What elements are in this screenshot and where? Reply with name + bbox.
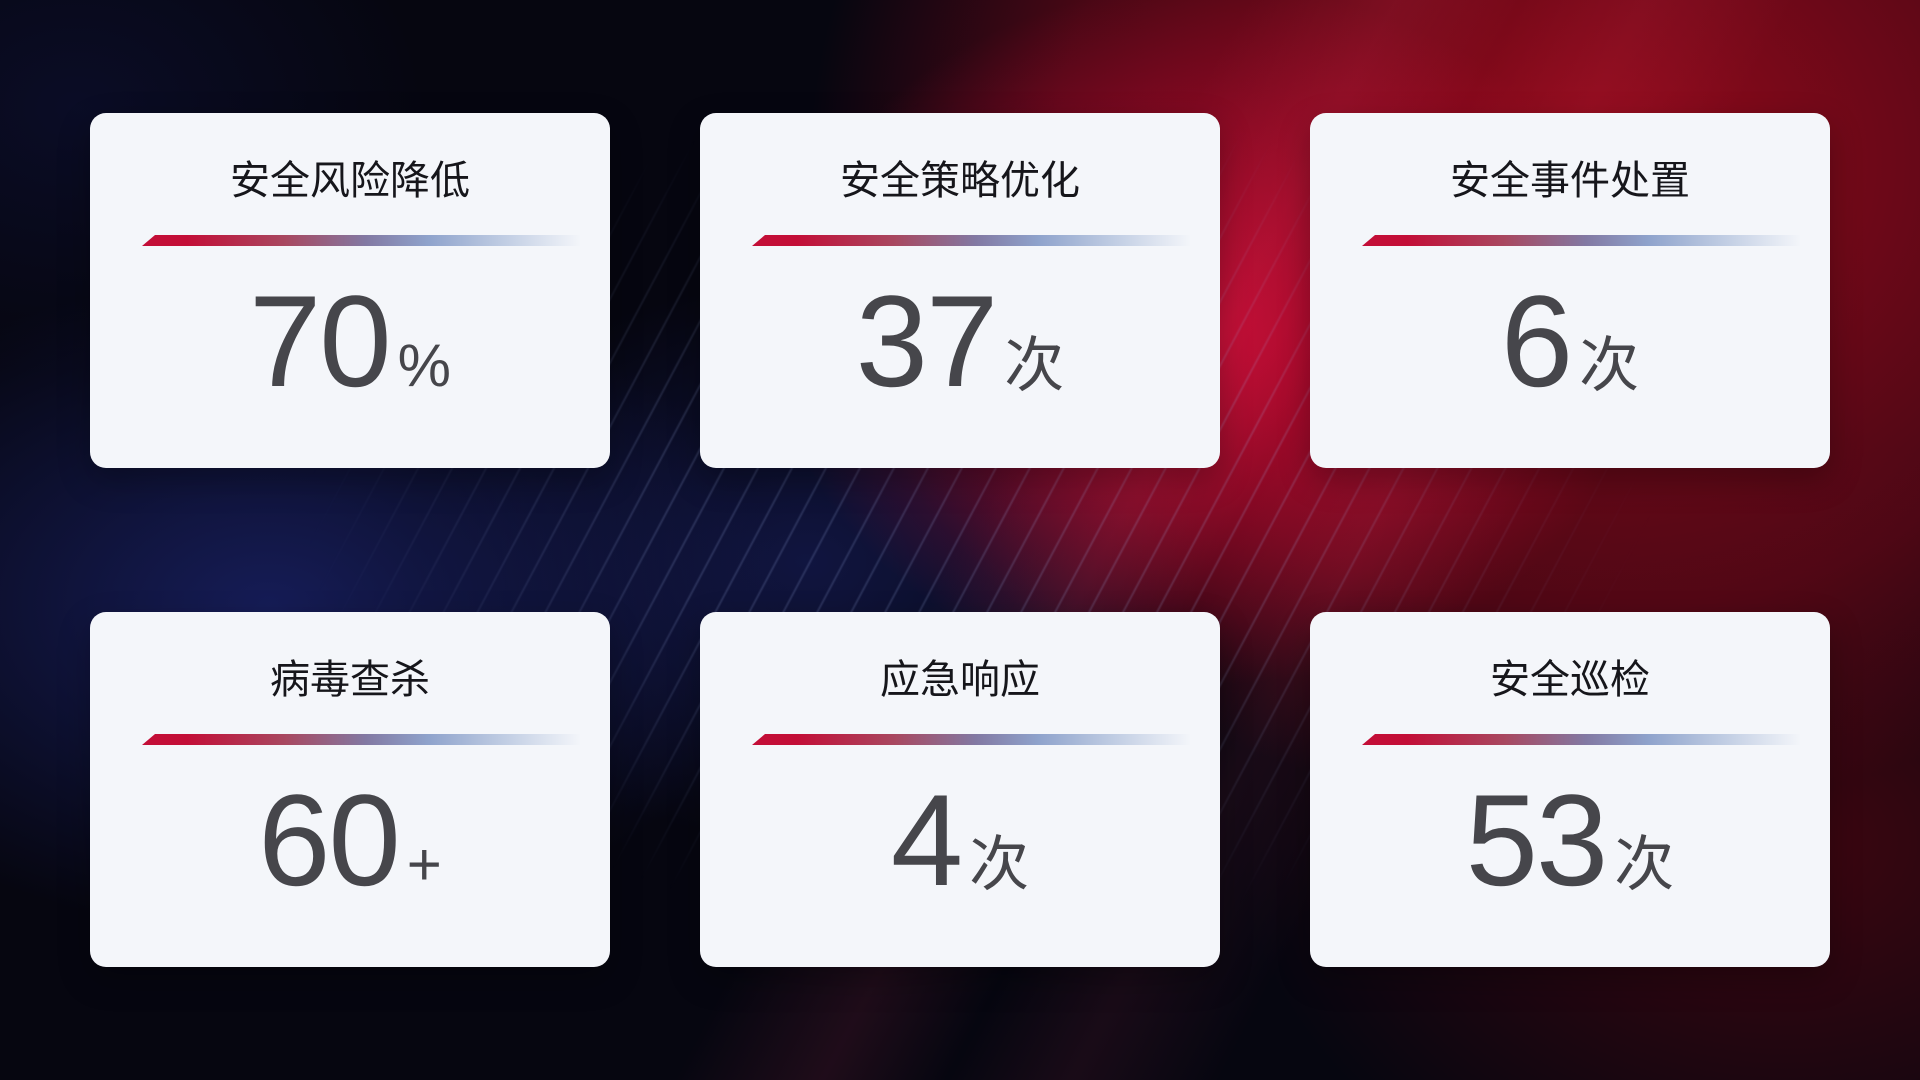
- stat-card-title: 安全巡检: [1490, 658, 1650, 702]
- gradient-divider: [142, 235, 590, 246]
- stat-unit: 次: [969, 831, 1030, 898]
- stat-card-emergency-response: 应急响应 4 次: [700, 612, 1220, 967]
- stat-card-risk-reduction: 安全风险降低 70 %: [90, 113, 610, 468]
- stat-value-row: 60 +: [90, 759, 610, 922]
- stat-value: 70: [249, 268, 392, 414]
- stat-value: 6: [1500, 268, 1573, 414]
- stat-unit: 次: [1579, 332, 1640, 399]
- stat-card-title: 安全风险降低: [230, 159, 470, 203]
- stat-value-row: 37 次: [700, 260, 1220, 423]
- stat-value: 53: [1465, 767, 1609, 913]
- stat-value-row: 4 次: [700, 759, 1220, 922]
- stat-card-title: 安全策略优化: [840, 159, 1080, 203]
- stat-value-row: 6 次: [1310, 260, 1830, 423]
- stat-unit: %: [397, 332, 451, 399]
- gradient-divider: [1362, 734, 1810, 745]
- stat-value: 4: [890, 767, 963, 913]
- stat-unit: +: [406, 831, 442, 898]
- stat-value: 37: [855, 268, 999, 414]
- gradient-divider: [752, 734, 1200, 745]
- stat-card-title: 安全事件处置: [1450, 159, 1690, 203]
- stat-value: 60: [258, 767, 401, 913]
- stat-card-incident-handling: 安全事件处置 6 次: [1310, 113, 1830, 468]
- gradient-divider: [142, 734, 590, 745]
- stat-card-title: 病毒查杀: [270, 658, 430, 702]
- gradient-divider: [752, 235, 1200, 246]
- stat-card-title: 应急响应: [880, 658, 1040, 702]
- stat-unit: 次: [1004, 332, 1065, 399]
- stat-value-row: 53 次: [1310, 759, 1830, 922]
- gradient-divider: [1362, 235, 1810, 246]
- stat-card-security-inspection: 安全巡检 53 次: [1310, 612, 1830, 967]
- stat-card-policy-optimization: 安全策略优化 37 次: [700, 113, 1220, 468]
- stat-value-row: 70 %: [90, 260, 610, 423]
- stat-card-virus-scan: 病毒查杀 60 +: [90, 612, 610, 967]
- stats-grid: 安全风险降低 70 % 安全策略优化 37 次 安全事件处置 6 次 病毒查杀 …: [90, 113, 1830, 967]
- stat-unit: 次: [1614, 831, 1675, 898]
